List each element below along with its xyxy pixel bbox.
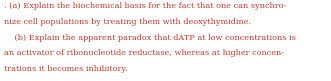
Text: trations it becomes inhibitory.: trations it becomes inhibitory. — [4, 65, 128, 73]
Text: nize cell populations by treating them with deoxythymidine.: nize cell populations by treating them w… — [4, 18, 252, 26]
Text: an activator of ribonucleotide reductase, whereas at higher concen-: an activator of ribonucleotide reductase… — [4, 49, 284, 57]
Text: . (a) Explain the biochemical basis for the fact that one can synchro-: . (a) Explain the biochemical basis for … — [4, 2, 287, 10]
Text: (b) Explain the apparent paradox that dATP at low concentrations is: (b) Explain the apparent paradox that dA… — [4, 34, 296, 42]
